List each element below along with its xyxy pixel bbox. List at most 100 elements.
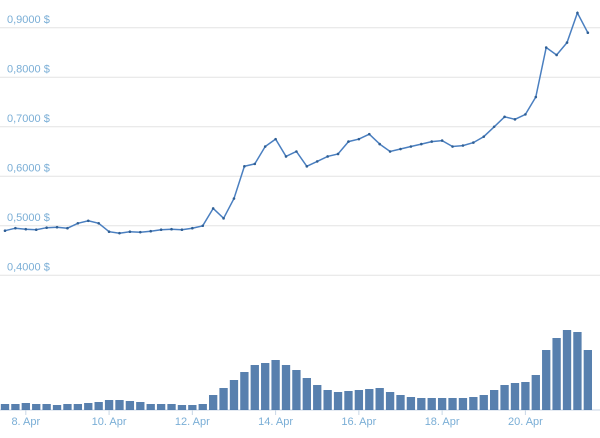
- volume-bar: [510, 383, 520, 410]
- volume-bar: [573, 332, 582, 410]
- price-point: [367, 132, 371, 136]
- price-point: [139, 230, 142, 234]
- price-point: [409, 145, 413, 148]
- volume-bar: [292, 370, 301, 410]
- x-tick-label: 18. Apr: [425, 416, 460, 428]
- volume-bar: [104, 400, 114, 410]
- volume-bar: [198, 404, 207, 410]
- price-point: [524, 113, 527, 116]
- price-point: [399, 147, 402, 151]
- volume-bar: [42, 404, 51, 410]
- price-point: [14, 226, 17, 230]
- price-point: [430, 140, 434, 143]
- volume-bar: [271, 360, 280, 410]
- volume-bar: [21, 403, 30, 410]
- volume-bar: [583, 350, 592, 410]
- x-tick-label: 20. Apr: [508, 416, 543, 428]
- price-point: [586, 31, 590, 34]
- price-point: [461, 144, 465, 147]
- volume-bar: [63, 404, 72, 410]
- price-point: [170, 227, 173, 231]
- y-tick-label: 0,6000 $: [7, 162, 50, 174]
- volume-bar: [208, 395, 218, 410]
- y-tick-label: 0,5000 $: [7, 212, 50, 224]
- volume-bar: [302, 378, 311, 410]
- price-point: [97, 221, 100, 225]
- price-point: [492, 125, 496, 129]
- price-point: [232, 197, 236, 200]
- volume-bar: [469, 397, 478, 410]
- y-tick-label: 0,8000 $: [7, 63, 50, 75]
- volume-bar: [281, 365, 291, 410]
- volume-bar: [490, 390, 499, 410]
- volume-bar: [32, 404, 41, 410]
- price-point: [555, 53, 558, 57]
- price-line: [4, 11, 589, 234]
- price-point: [128, 230, 132, 233]
- price-point: [55, 225, 59, 229]
- volume-bar: [323, 390, 332, 410]
- volume-bar: [261, 363, 270, 410]
- price-point: [420, 142, 423, 146]
- volume-bar: [448, 398, 457, 410]
- volume-bar: [479, 395, 488, 410]
- volume-bar: [250, 365, 259, 410]
- volume-bar: [427, 398, 436, 410]
- x-tick-label: 8. Apr: [11, 416, 40, 428]
- volume-bar: [437, 398, 447, 410]
- volume-bar: [542, 350, 551, 410]
- price-point: [253, 162, 257, 166]
- price-point: [222, 217, 225, 220]
- volume-bar: [385, 392, 395, 410]
- price-point: [326, 155, 329, 158]
- price-point: [274, 137, 277, 141]
- volume-bar: [500, 385, 509, 410]
- volume-bar: [531, 375, 540, 410]
- price-point: [149, 229, 153, 233]
- price-point: [513, 118, 517, 121]
- price-point: [107, 230, 111, 233]
- volume-bar: [229, 380, 239, 410]
- volume-bar: [562, 330, 572, 410]
- volume-bar: [406, 397, 416, 410]
- volume-bar: [365, 389, 374, 410]
- volume-bar: [167, 404, 176, 410]
- volume-bar: [11, 404, 20, 410]
- volume-bar: [0, 404, 10, 410]
- price-point: [357, 137, 361, 141]
- price-point: [263, 145, 267, 148]
- price-point: [534, 95, 538, 99]
- price-point: [315, 160, 319, 163]
- price-point: [565, 41, 569, 44]
- price-point: [503, 115, 506, 119]
- x-tick-label: 16. Apr: [341, 416, 376, 428]
- volume-bar: [177, 405, 187, 410]
- x-tick-label: 12. Apr: [175, 416, 210, 428]
- price-point: [378, 142, 381, 146]
- volume-bar: [115, 400, 124, 410]
- price-point: [451, 145, 454, 148]
- price-point: [66, 226, 69, 230]
- volume-bar: [521, 382, 530, 410]
- price-point: [76, 221, 80, 225]
- price-point: [576, 11, 579, 15]
- price-point: [159, 228, 163, 232]
- price-point: [191, 226, 194, 230]
- volume-bar: [417, 398, 426, 410]
- x-tick-label: 14. Apr: [258, 416, 293, 428]
- price-point: [211, 207, 215, 210]
- volume-bar: [125, 401, 135, 410]
- volume-bar: [344, 391, 353, 410]
- volume-bar: [333, 392, 343, 410]
- volume-bar: [458, 398, 468, 410]
- volume-bar: [84, 403, 93, 410]
- volume-bar: [375, 388, 384, 410]
- volume-bar: [146, 404, 155, 410]
- price-point: [24, 227, 28, 231]
- y-tick-label: 0,4000 $: [7, 261, 50, 273]
- price-point: [243, 165, 246, 168]
- volume-bar: [188, 405, 197, 410]
- price-point: [86, 219, 90, 223]
- price-point: [482, 135, 486, 138]
- price-point: [180, 228, 184, 232]
